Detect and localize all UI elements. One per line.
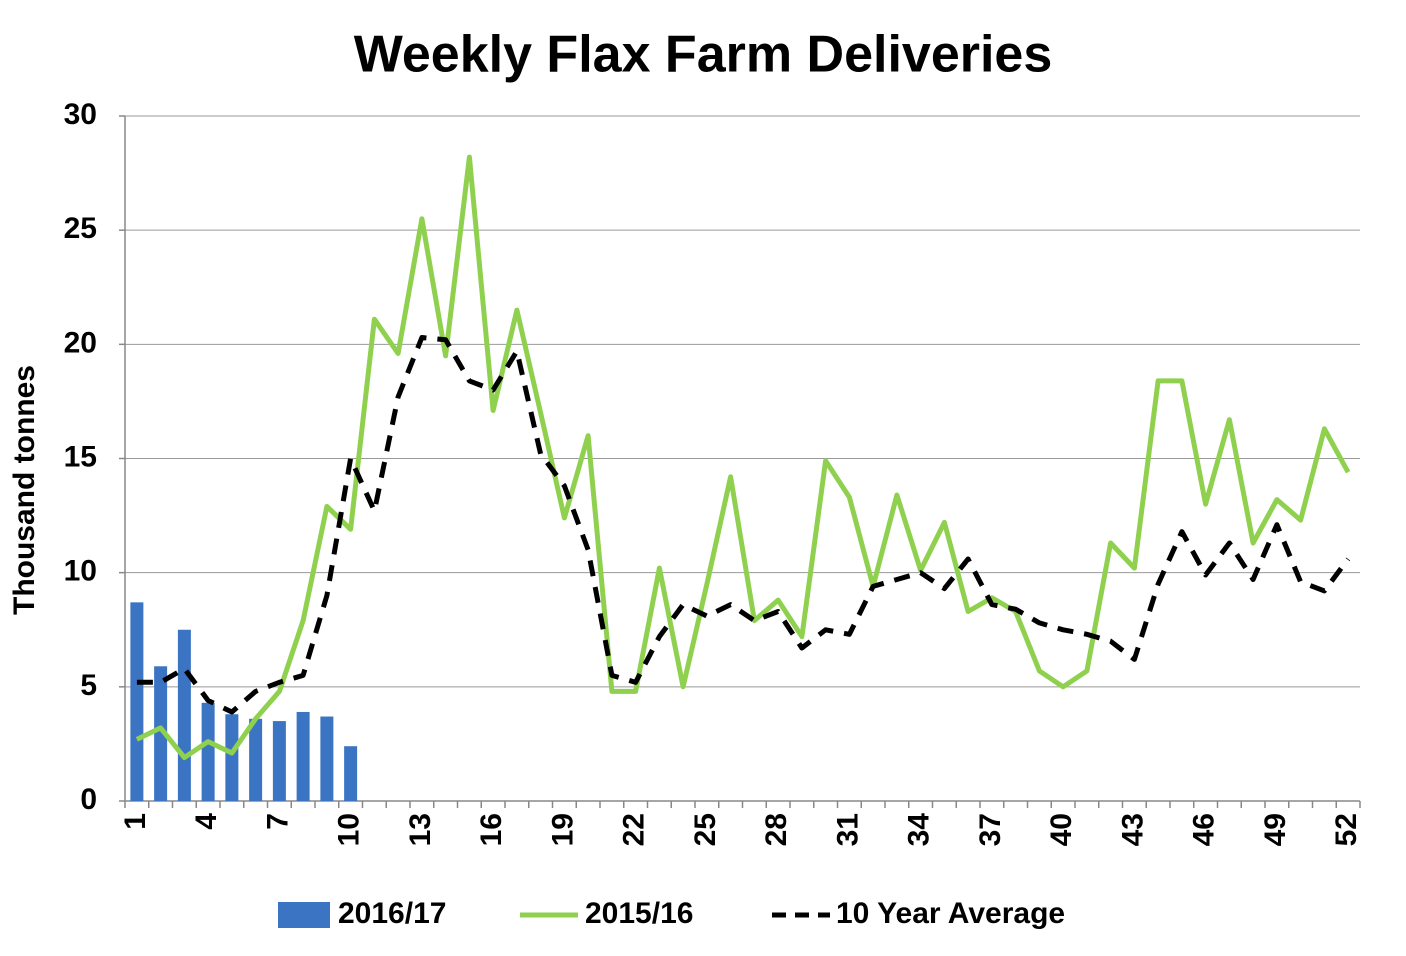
bar bbox=[296, 711, 310, 801]
x-tick-label: 34 bbox=[903, 813, 936, 847]
x-tick-label: 22 bbox=[618, 813, 651, 846]
y-tick-label: 15 bbox=[64, 440, 97, 473]
line-series bbox=[135, 154, 1351, 761]
x-tick-label: 16 bbox=[475, 813, 508, 846]
x-tick-label: 10 bbox=[333, 813, 366, 846]
x-tick-label: 52 bbox=[1330, 813, 1363, 846]
bar bbox=[272, 721, 286, 801]
y-tick-label: 20 bbox=[64, 326, 97, 359]
x-tick-label: 28 bbox=[760, 813, 793, 846]
bar bbox=[344, 746, 358, 801]
y-tick-label: 30 bbox=[64, 98, 97, 131]
y-tick-label: 25 bbox=[64, 212, 97, 245]
bar bbox=[130, 602, 144, 801]
x-tick-label: 13 bbox=[404, 813, 437, 846]
x-tick-label: 19 bbox=[546, 813, 579, 846]
y-tick-label: 0 bbox=[80, 783, 97, 816]
bar bbox=[201, 702, 215, 801]
chart-title: Weekly Flax Farm Deliveries bbox=[354, 26, 1053, 84]
bar bbox=[177, 629, 191, 801]
y-tick-label: 5 bbox=[80, 669, 97, 702]
legend-label: 2015/16 bbox=[585, 897, 693, 930]
bar bbox=[154, 666, 168, 801]
line-series bbox=[136, 335, 1351, 715]
y-axis-title: Thousand tonnes bbox=[8, 365, 41, 615]
legend-swatch bbox=[278, 902, 330, 928]
x-tick-label: 40 bbox=[1045, 813, 1078, 846]
x-tick-label: 49 bbox=[1259, 813, 1292, 846]
bar bbox=[225, 714, 239, 801]
bar bbox=[249, 718, 263, 801]
x-tick-label: 31 bbox=[831, 813, 864, 846]
x-tick-label: 25 bbox=[689, 813, 722, 846]
x-tick-label: 46 bbox=[1188, 813, 1221, 846]
x-tick-label: 1 bbox=[119, 813, 152, 830]
y-tick-label: 10 bbox=[64, 555, 97, 588]
x-tick-label: 7 bbox=[261, 813, 294, 830]
bar bbox=[320, 716, 334, 801]
legend-label: 2016/17 bbox=[338, 897, 446, 930]
x-tick-label: 37 bbox=[974, 813, 1007, 846]
x-tick-label: 43 bbox=[1116, 813, 1149, 846]
legend-label: 10 Year Average bbox=[836, 897, 1065, 930]
x-tick-label: 4 bbox=[190, 813, 223, 830]
